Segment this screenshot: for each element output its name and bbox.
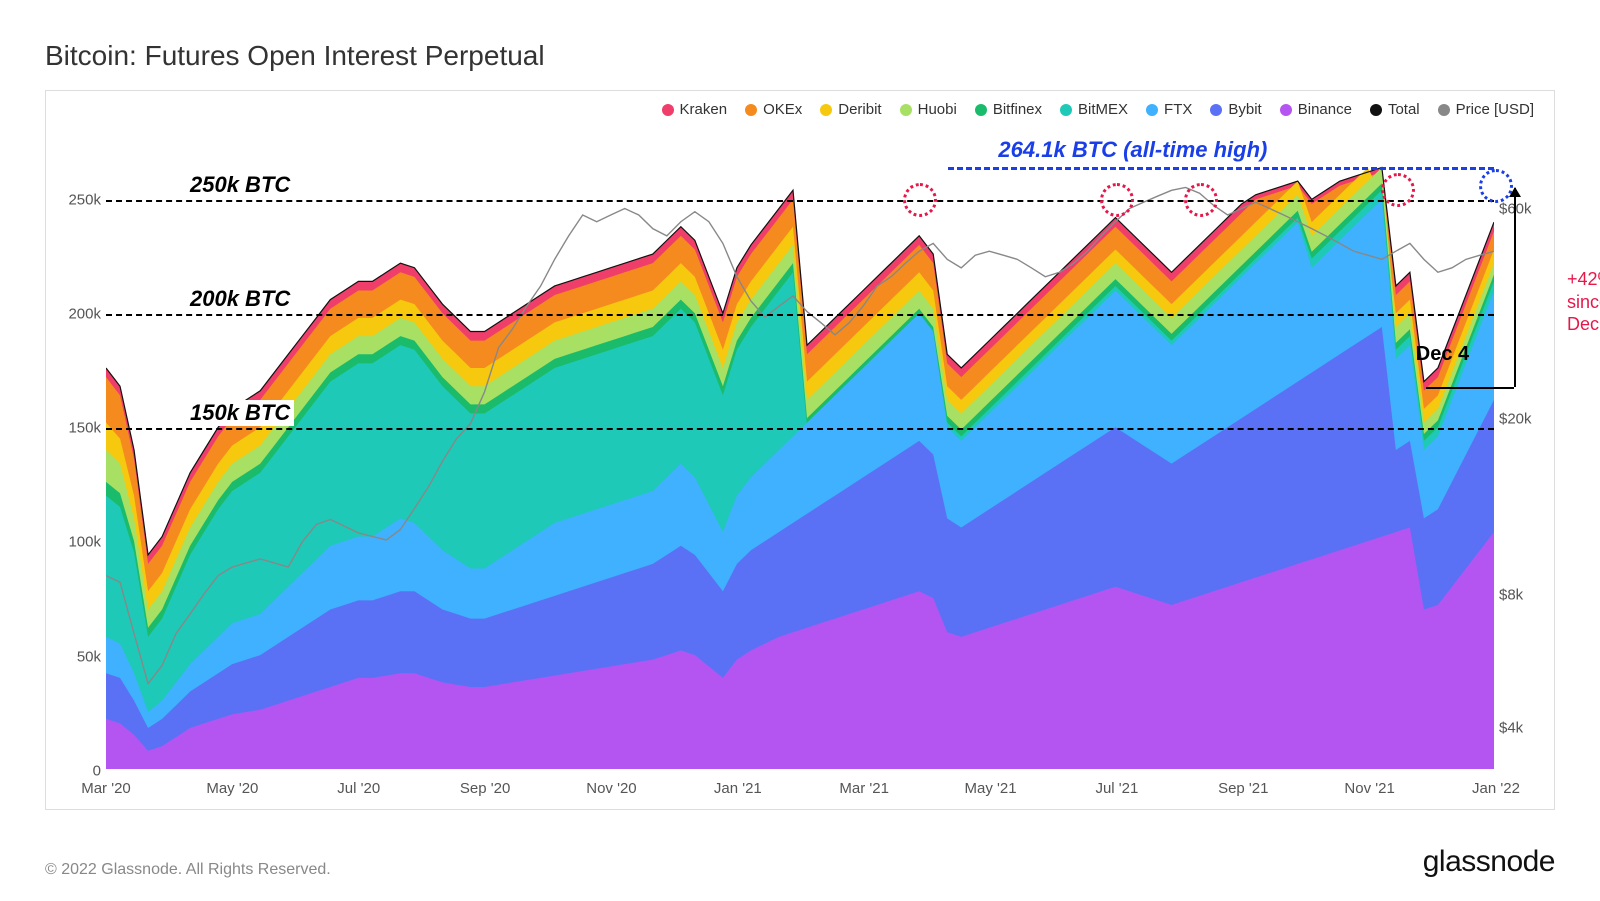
legend-label: BitMEX [1078, 101, 1128, 118]
legend-label: Deribit [838, 101, 881, 118]
legend-item: Huobi [900, 101, 957, 118]
legend-label: Binance [1298, 101, 1352, 118]
ref-line [106, 428, 1494, 430]
x-tick: Mar '21 [839, 780, 889, 797]
legend-item: Bitfinex [975, 101, 1042, 118]
x-tick: Jul '20 [337, 780, 380, 797]
x-tick: Nov '21 [1344, 780, 1394, 797]
x-tick: Jan '22 [1472, 780, 1520, 797]
legend-item: Total [1370, 101, 1420, 118]
highlight-circle [1479, 169, 1513, 203]
legend-label: Bitfinex [993, 101, 1042, 118]
y-left-tick: 50k [51, 648, 101, 665]
x-tick: Jan '21 [714, 780, 762, 797]
legend-item: OKEx [745, 101, 802, 118]
legend-label: Price [USD] [1456, 101, 1534, 118]
pct-change-note: +42%sinceDec 4 [1567, 268, 1600, 336]
legend-swatch [1438, 104, 1450, 116]
highlight-circle [1184, 183, 1218, 217]
legend-label: FTX [1164, 101, 1192, 118]
y-left-tick: 100k [51, 534, 101, 551]
legend-swatch [1370, 104, 1382, 116]
y-right-tick: $8k [1499, 587, 1549, 604]
x-tick: Nov '20 [586, 780, 636, 797]
x-tick: May '21 [965, 780, 1017, 797]
legend-label: Huobi [918, 101, 957, 118]
legend-item: Deribit [820, 101, 881, 118]
x-tick: May '20 [206, 780, 258, 797]
arrow-horizontal [1426, 387, 1514, 389]
legend: Kraken OKEx Deribit Huobi Bitfinex BitMEX FTX B… [662, 101, 1534, 118]
x-tick: Jul '21 [1095, 780, 1138, 797]
y-right-tick: $20k [1499, 411, 1549, 428]
ath-line [948, 167, 1494, 170]
legend-item: Binance [1280, 101, 1352, 118]
legend-swatch [745, 104, 757, 116]
legend-item: FTX [1146, 101, 1192, 118]
footer: © 2022 Glassnode. All Rights Reserved. g… [45, 845, 1555, 879]
ref-line-label: 200k BTC [186, 286, 294, 312]
legend-swatch [900, 104, 912, 116]
plot-svg [106, 131, 1494, 769]
ref-line [106, 200, 1494, 202]
highlight-circle [1100, 183, 1134, 217]
legend-item: Bybit [1210, 101, 1261, 118]
brand-logo: glassnode [1423, 845, 1555, 879]
copyright: © 2022 Glassnode. All Rights Reserved. [45, 861, 331, 879]
highlight-circle [903, 183, 937, 217]
y-left-tick: 0 [51, 763, 101, 780]
legend-swatch [1146, 104, 1158, 116]
highlight-circle [1381, 173, 1415, 207]
ath-label: 264.1k BTC (all-time high) [998, 137, 1267, 163]
x-tick: Sep '21 [1218, 780, 1268, 797]
plot-area: 050k100k150k200k250k$4k$8k$20k$60kMar '2… [106, 131, 1494, 769]
y-left-tick: 150k [51, 420, 101, 437]
chart-title: Bitcoin: Futures Open Interest Perpetual [45, 40, 1555, 72]
legend-label: Kraken [680, 101, 728, 118]
y-left-tick: 250k [51, 191, 101, 208]
y-left-tick: 200k [51, 305, 101, 322]
legend-item: Price [USD] [1438, 101, 1534, 118]
legend-label: Bybit [1228, 101, 1261, 118]
ref-line-label: 150k BTC [186, 400, 294, 426]
legend-swatch [1060, 104, 1072, 116]
y-right-tick: $4k [1499, 720, 1549, 737]
legend-item: Kraken [662, 101, 728, 118]
legend-label: Total [1388, 101, 1420, 118]
y-right-tick: $60k [1499, 200, 1549, 217]
arrow-vertical [1514, 188, 1516, 387]
legend-swatch [1210, 104, 1222, 116]
ref-line-label: 250k BTC [186, 172, 294, 198]
x-tick: Sep '20 [460, 780, 510, 797]
dec4-label: Dec 4 [1416, 343, 1469, 366]
legend-item: BitMEX [1060, 101, 1128, 118]
legend-swatch [820, 104, 832, 116]
ref-line [106, 314, 1494, 316]
legend-swatch [662, 104, 674, 116]
x-tick: Mar '20 [81, 780, 131, 797]
legend-swatch [975, 104, 987, 116]
legend-swatch [1280, 104, 1292, 116]
chart-frame: Kraken OKEx Deribit Huobi Bitfinex BitMEX FTX B… [45, 90, 1555, 810]
legend-label: OKEx [763, 101, 802, 118]
